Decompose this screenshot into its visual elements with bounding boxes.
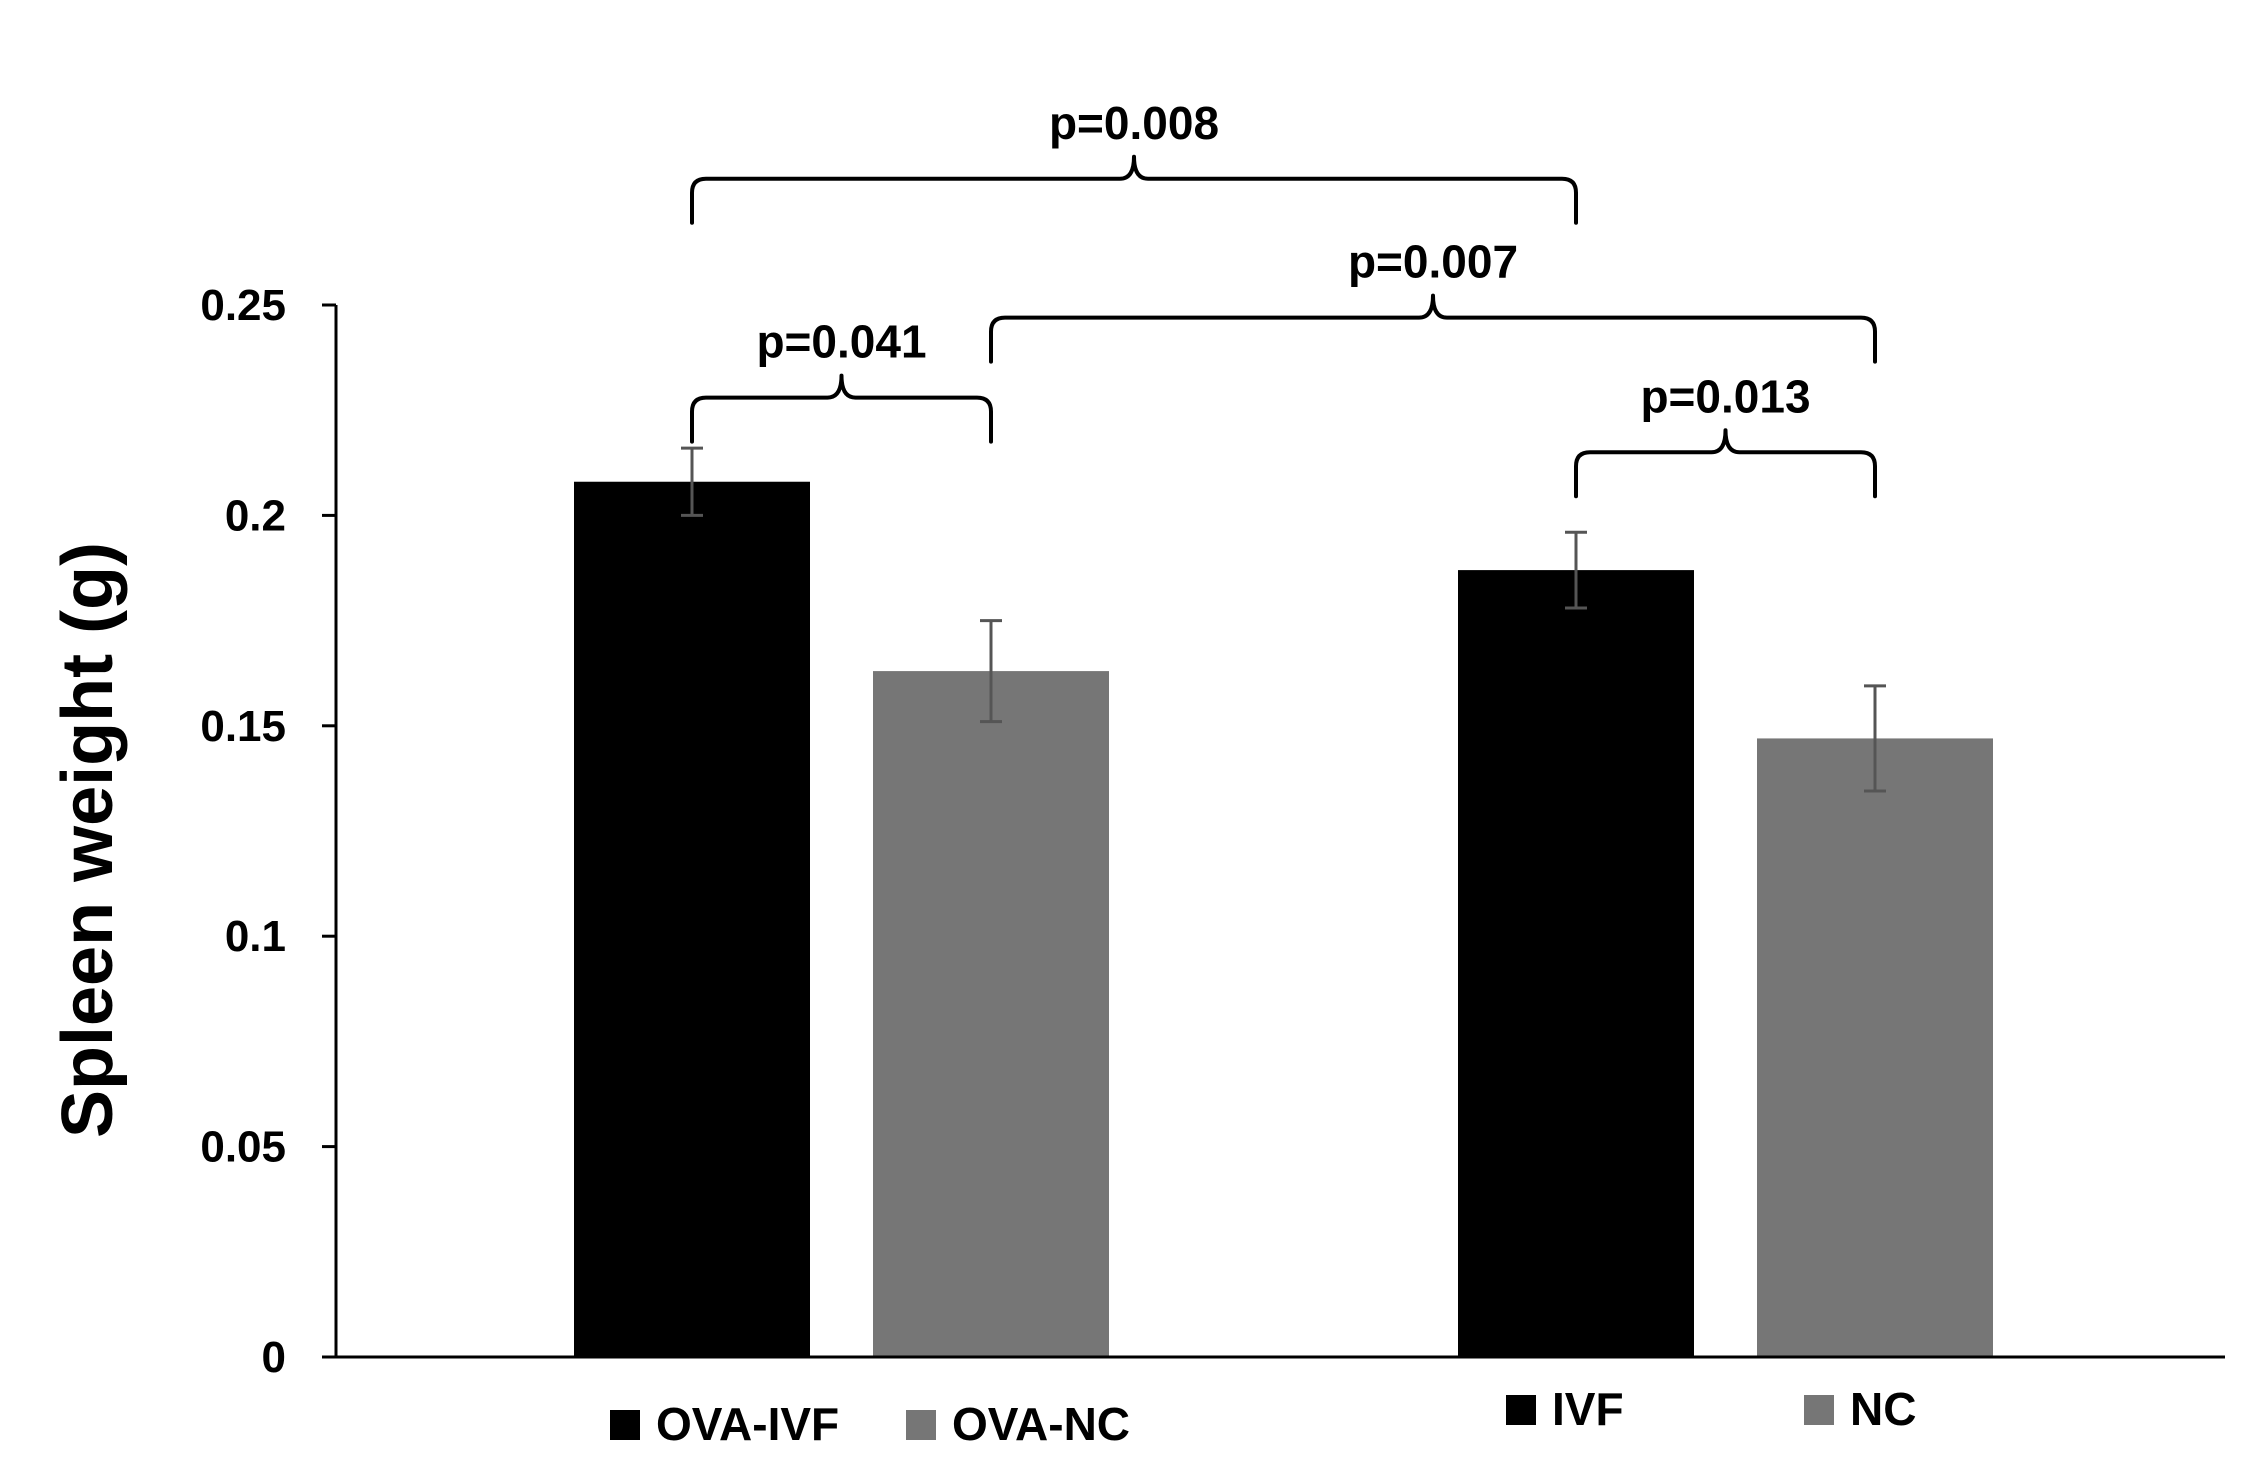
p-value-label: p=0.041 — [756, 316, 926, 368]
y-tick-label: 0.15 — [200, 702, 286, 751]
legend-item-ivf: IVF — [1506, 1383, 1624, 1435]
error-bar-ivf — [1565, 530, 1587, 610]
bar-ova-nc — [873, 671, 1109, 1357]
y-axis-label: Spleen weight (g) — [48, 542, 128, 1138]
legend-label: IVF — [1552, 1383, 1624, 1435]
bar-ivf — [1458, 570, 1694, 1357]
error-bar-ova-nc — [980, 619, 1002, 724]
legend-item-ova-ivf: OVA-IVF — [610, 1398, 839, 1450]
bar-ova-ivf — [574, 481, 810, 1358]
legend-swatch — [906, 1410, 936, 1440]
error-bars-layer — [681, 446, 1886, 793]
significance-brackets-layer: p=0.041 p=0.013 p=0.007 p=0.008 — [690, 97, 1877, 499]
legend-label: NC — [1850, 1383, 1916, 1435]
y-tick-label: 0.25 — [200, 281, 286, 330]
y-ticks-layer: 0 0.05 0.1 0.15 0.2 0.25 — [200, 281, 336, 1382]
bars-layer — [574, 481, 1993, 1358]
legend-label: OVA-IVF — [656, 1398, 839, 1450]
y-tick-label: 0.1 — [225, 912, 286, 961]
legend-item-nc: NC — [1804, 1383, 1916, 1435]
y-tick-label: 0.2 — [225, 491, 286, 540]
legend-item-ova-nc: OVA-NC — [906, 1398, 1130, 1450]
y-tick-label: 0 — [262, 1333, 286, 1382]
significance-bracket — [690, 154, 1578, 225]
legend-swatch — [610, 1410, 640, 1440]
legend-label: OVA-NC — [952, 1398, 1130, 1450]
p-value-label: p=0.013 — [1640, 370, 1810, 422]
p-value-label: p=0.008 — [1049, 97, 1219, 149]
error-bar-nc — [1864, 684, 1886, 793]
y-tick-label: 0.05 — [200, 1123, 286, 1172]
p-value-label: p=0.007 — [1348, 236, 1518, 288]
bar-nc — [1757, 738, 1993, 1357]
axes-layer — [334, 305, 2225, 1359]
error-bar-ova-ivf — [681, 446, 703, 517]
significance-bracket — [989, 293, 1877, 364]
legend-layer: OVA-IVF OVA-NC IVF NC — [610, 1383, 1916, 1450]
legend-swatch — [1804, 1395, 1834, 1425]
legend-swatch — [1506, 1395, 1536, 1425]
significance-bracket — [1574, 428, 1877, 499]
significance-bracket — [690, 373, 993, 444]
